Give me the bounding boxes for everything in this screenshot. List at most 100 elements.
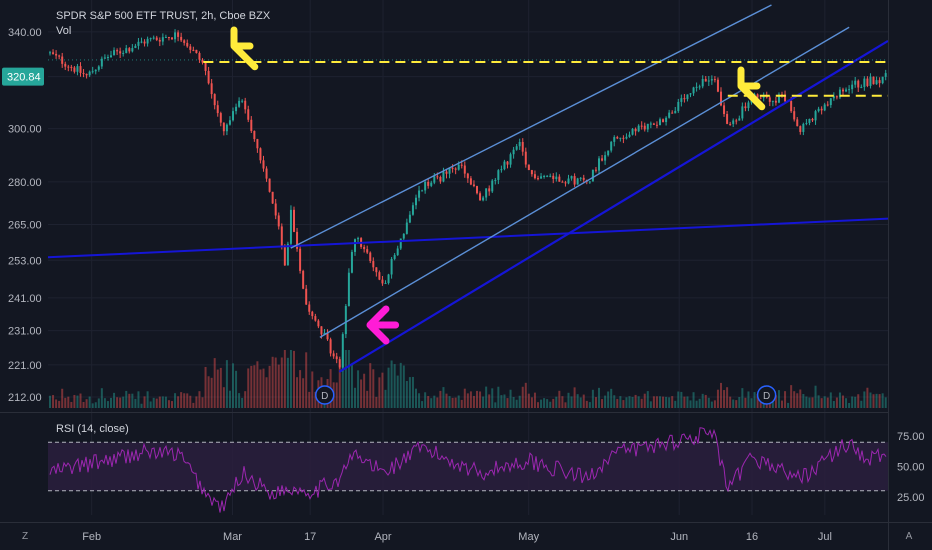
x-tick-label: 16	[746, 531, 758, 543]
volume-bar	[195, 396, 198, 408]
volume-bar	[164, 396, 167, 408]
volume-bar	[479, 391, 482, 408]
candle-body	[119, 51, 122, 54]
volume-bar	[192, 402, 195, 408]
candle-body	[445, 171, 448, 174]
candle-body	[250, 119, 253, 131]
y-tick-label: 300.00	[8, 124, 42, 136]
volume-bar	[857, 394, 860, 408]
candle-body	[842, 89, 844, 92]
candle-body	[375, 267, 378, 273]
candle-body	[530, 170, 533, 175]
candle-body	[759, 97, 762, 99]
volume-bar	[399, 362, 402, 408]
volume-bar	[171, 401, 173, 408]
volume-bar	[216, 369, 219, 408]
candle-body	[537, 178, 539, 180]
candle-body	[835, 96, 838, 98]
volume-bar	[558, 390, 561, 408]
volume-bar	[713, 400, 716, 408]
volume-bar	[781, 400, 783, 408]
volume-bar	[235, 370, 238, 408]
volume-bar	[454, 397, 457, 408]
volume-bar	[225, 360, 228, 408]
rsi-panel: 75.00 50.00 25.00	[48, 427, 925, 513]
candle-body	[430, 182, 433, 186]
candle-body	[350, 251, 353, 273]
volume-bar	[430, 398, 433, 408]
candle-body	[716, 79, 719, 92]
candle-body	[771, 100, 774, 102]
volume-bar	[396, 375, 399, 408]
volume-bar	[436, 397, 439, 408]
volume-bar	[448, 396, 451, 408]
candle-body	[247, 109, 250, 120]
volume-bar	[588, 402, 591, 408]
volume-bar	[305, 352, 308, 408]
volume-bar	[64, 397, 67, 408]
candle-body	[570, 176, 573, 179]
volume-bar	[210, 377, 213, 408]
volume-bar	[546, 399, 549, 408]
candle-body	[482, 197, 485, 201]
volume-bar	[286, 357, 289, 408]
volume-bar	[790, 385, 793, 408]
candle-body	[55, 53, 58, 56]
volume-bar	[674, 400, 677, 408]
volume-bar	[79, 393, 82, 408]
volume-bar	[735, 400, 738, 408]
volume-bar	[598, 387, 600, 408]
volume-bar	[622, 400, 625, 408]
volume-bar	[476, 390, 478, 408]
candle-body	[476, 186, 478, 194]
candle-body	[332, 353, 335, 357]
volume-bar	[228, 390, 231, 408]
candle-body	[881, 76, 884, 84]
volume-bar	[500, 395, 503, 408]
volume-bar	[375, 396, 378, 408]
volume-bar	[817, 395, 820, 408]
candle-body	[802, 123, 805, 132]
volume-bar	[128, 393, 131, 408]
candle-body	[549, 175, 552, 177]
candle-body	[469, 178, 472, 185]
candle-body	[659, 119, 661, 126]
volume-bar	[527, 393, 530, 408]
volume-bar	[94, 402, 97, 408]
candle-body	[860, 86, 863, 88]
candle-body	[207, 70, 210, 84]
candle-body	[305, 288, 308, 305]
candle-body	[113, 50, 116, 56]
volume-bar	[701, 393, 704, 408]
volume-bar	[457, 395, 460, 408]
volume-bar	[854, 396, 857, 408]
y-tick-label: 253.00	[8, 255, 42, 267]
volume-bar	[296, 377, 299, 408]
candle-body	[604, 155, 607, 161]
candle-body	[820, 108, 823, 111]
candle-body	[689, 93, 692, 95]
volume-bar	[820, 398, 823, 408]
candle-body	[720, 91, 722, 106]
candle-body	[167, 36, 170, 38]
volume-bar	[848, 402, 851, 408]
candle-body	[866, 78, 869, 86]
volume-bar	[122, 396, 125, 408]
candle-body	[384, 283, 387, 285]
candle-body	[674, 110, 677, 114]
candle-body	[793, 111, 796, 120]
volume-bar	[183, 393, 186, 408]
volume-bar	[338, 364, 341, 408]
candle-body	[106, 57, 109, 59]
volume-bar	[808, 397, 811, 408]
volume-bar	[793, 391, 796, 408]
auto-scale-icon[interactable]: A	[905, 531, 913, 542]
candle-body	[256, 139, 259, 149]
candle-body	[152, 37, 155, 39]
candle-body	[552, 175, 555, 180]
candle-body	[320, 326, 323, 335]
volume-bar	[469, 391, 472, 408]
volume-bar	[378, 377, 381, 408]
volume-bar	[143, 396, 146, 408]
timezone-icon[interactable]: Z	[21, 531, 29, 542]
